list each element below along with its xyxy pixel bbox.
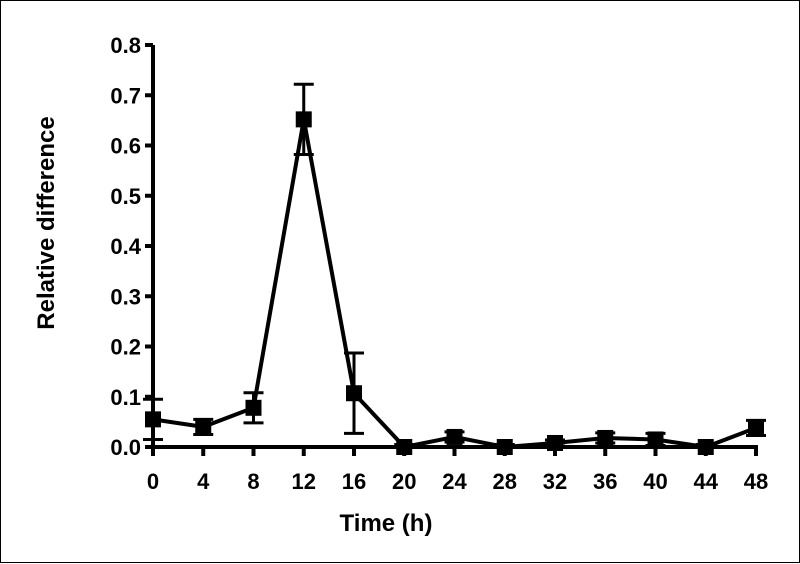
x-tick-label: 20 bbox=[392, 469, 416, 494]
axes bbox=[151, 45, 758, 449]
x-tick-label: 36 bbox=[593, 469, 617, 494]
data-point bbox=[547, 434, 563, 451]
x-axis-ticks: 0 4 8 12 16 20 24 28 32 36 40 44 48 bbox=[147, 447, 768, 494]
x-tick-label: 12 bbox=[292, 469, 316, 494]
x-tick-label: 32 bbox=[543, 469, 567, 494]
y-tick-label: 0.6 bbox=[110, 134, 141, 159]
data-point bbox=[195, 418, 212, 435]
y-tick-label: 0.2 bbox=[110, 335, 141, 360]
x-axis-title: Time (h) bbox=[340, 510, 433, 537]
y-tick-label: 0.4 bbox=[110, 234, 141, 259]
data-point bbox=[496, 439, 513, 455]
y-tick-label: 0.3 bbox=[110, 284, 141, 309]
x-tick-label: 40 bbox=[643, 469, 667, 494]
data-point bbox=[446, 428, 463, 445]
data-point bbox=[396, 439, 413, 455]
data-point bbox=[697, 439, 714, 455]
y-tick-label: 0.1 bbox=[110, 385, 141, 410]
series-line bbox=[152, 117, 757, 449]
x-tick-label: 44 bbox=[694, 469, 719, 494]
data-point bbox=[295, 111, 312, 128]
x-tick-label: 8 bbox=[247, 469, 259, 494]
x-tick-label: 0 bbox=[147, 469, 159, 494]
y-axis-title: Relative difference bbox=[33, 116, 60, 329]
y-tick-label: 0.7 bbox=[110, 83, 141, 108]
x-tick-label: 16 bbox=[342, 469, 366, 494]
data-point bbox=[145, 411, 161, 428]
data-point bbox=[748, 419, 764, 436]
x-tick-label: 24 bbox=[442, 469, 467, 494]
x-tick-label: 28 bbox=[493, 469, 517, 494]
data-point bbox=[597, 429, 614, 446]
y-tick-label: 0.8 bbox=[110, 33, 141, 58]
x-tick-label: 48 bbox=[744, 469, 768, 494]
x-tick-label: 4 bbox=[197, 469, 210, 494]
data-point bbox=[245, 399, 262, 416]
y-tick-label: 0.5 bbox=[110, 184, 141, 209]
y-axis-ticks: 0.0 0.1 0.2 0.3 0.4 0.5 0.6 0.7 0.8 bbox=[110, 33, 153, 460]
y-tick-label: 0.0 bbox=[110, 435, 141, 460]
data-point bbox=[647, 431, 664, 448]
data-series bbox=[143, 82, 766, 455]
data-point bbox=[346, 385, 362, 402]
